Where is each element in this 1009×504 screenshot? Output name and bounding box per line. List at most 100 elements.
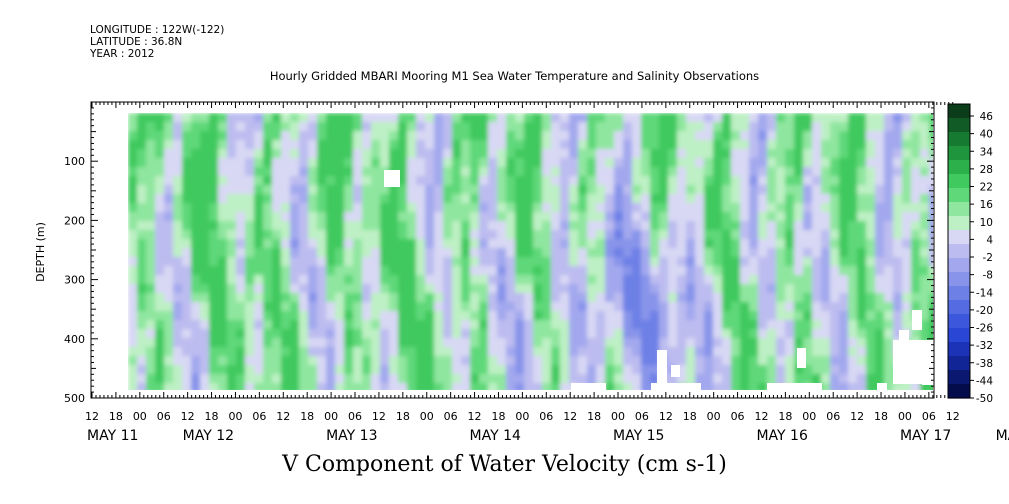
x-tick-label: 00 <box>707 410 721 423</box>
colorbar-label: -14 <box>976 287 993 299</box>
y-tick-label: 100 <box>64 155 85 168</box>
colorbar-swatch <box>948 118 970 133</box>
x-day-label: MAY 14 <box>470 428 521 444</box>
x-tick-label: 18 <box>491 410 505 423</box>
x-tick-label: 12 <box>563 410 577 423</box>
x-tick-label: 12 <box>276 410 290 423</box>
x-tick-label: 00 <box>515 410 529 423</box>
gap-cell <box>671 365 680 377</box>
latitude-label: LATITUDE : 36.8N <box>90 36 183 48</box>
colorbar-swatch <box>948 132 970 147</box>
colorbar-swatch <box>948 216 970 231</box>
colorbar-swatch <box>948 356 970 371</box>
colorbar-label: -20 <box>976 305 993 317</box>
year-label: YEAR : 2012 <box>90 48 155 60</box>
colorbar-swatch <box>948 342 970 357</box>
x-tick-label: 12 <box>754 410 768 423</box>
x-day-label: MAY 13 <box>326 428 377 444</box>
x-tick-label: 12 <box>659 410 673 423</box>
x-day-label: MAY 18 <box>996 428 1009 444</box>
x-tick-label: 12 <box>946 410 960 423</box>
gap-cell <box>384 170 400 187</box>
longitude-label: LONGITUDE : 122W(-122) <box>90 24 225 36</box>
y-tick-label: 400 <box>64 333 85 346</box>
x-tick-label: 06 <box>539 410 553 423</box>
gap-cell <box>899 330 909 342</box>
x-tick-label: 00 <box>802 410 816 423</box>
colorbar-swatch <box>948 146 970 161</box>
gap-cell <box>571 383 606 391</box>
colorbar-label: -8 <box>983 270 993 282</box>
colorbar-label: 28 <box>980 164 993 176</box>
colorbar-swatch <box>948 174 970 189</box>
x-tick-label: 18 <box>300 410 314 423</box>
y-tick-label: 300 <box>64 274 85 287</box>
x-tick-label: 06 <box>252 410 266 423</box>
colorbar-swatch <box>948 272 970 287</box>
heatmap-field <box>128 113 933 390</box>
colorbar-label: 40 <box>980 129 993 141</box>
x-tick-label: 06 <box>444 410 458 423</box>
x-tick-label: 18 <box>109 410 123 423</box>
x-day-label: MAY 15 <box>613 428 664 444</box>
colorbar-swatch <box>948 258 970 273</box>
colorbar-frame <box>947 103 971 399</box>
x-tick-label: 00 <box>133 410 147 423</box>
colorbar: 46 40 34 28 22 16 10 4 -2 -8 -14 -20 -26 -32 -38 -44 -50 <box>947 103 994 405</box>
gap-cell <box>651 383 701 391</box>
gap-cell <box>657 350 667 385</box>
x-tick-label: 18 <box>683 410 697 423</box>
colorbar-label: 46 <box>980 111 994 123</box>
y-tick-label: 500 <box>64 392 85 405</box>
colorbar-swatch <box>948 202 970 217</box>
colorbar-label: 10 <box>980 217 993 229</box>
x-tick-label: 06 <box>348 410 362 423</box>
x-day-label: MAY 12 <box>183 428 234 444</box>
colorbar-swatch <box>948 230 970 245</box>
gap-cell <box>797 348 806 368</box>
colorbar-label: 22 <box>980 182 993 194</box>
colorbar-swatch <box>948 384 970 399</box>
colorbar-swatch <box>948 300 970 315</box>
colorbar-label: -32 <box>976 340 993 352</box>
colorbar-swatch <box>948 328 970 343</box>
x-tick-label: 12 <box>372 410 386 423</box>
colorbar-swatch <box>948 370 970 385</box>
y-tick-label: 200 <box>64 214 85 227</box>
x-tick-label: 12 <box>181 410 195 423</box>
x-day-label: MAY 11 <box>87 428 138 444</box>
x-day-label: MAY 16 <box>756 428 807 444</box>
gap-cell <box>912 310 922 330</box>
gap-cell <box>922 355 933 385</box>
x-tick-label: 18 <box>874 410 888 423</box>
colorbar-label: 16 <box>980 199 994 211</box>
gap-cell <box>877 383 887 391</box>
colorbar-label: -50 <box>976 393 993 405</box>
x-tick-label: 06 <box>826 410 840 423</box>
colorbar-swatch <box>948 286 970 301</box>
x-tick-label: 00 <box>324 410 338 423</box>
x-tick-label: 00 <box>420 410 434 423</box>
missing-data-gaps <box>384 170 933 391</box>
x-tick-label: 00 <box>611 410 625 423</box>
colorbar-swatch <box>948 314 970 329</box>
x-tick-label: 12 <box>468 410 482 423</box>
colorbar-swatch <box>948 160 970 175</box>
x-tick-label: 18 <box>396 410 410 423</box>
x-day-label: MAY 17 <box>900 428 951 444</box>
x-tick-label: 12 <box>850 410 864 423</box>
x-tick-label: 06 <box>922 410 936 423</box>
colorbar-swatch <box>948 104 970 119</box>
x-tick-label: 06 <box>157 410 171 423</box>
colorbar-swatch <box>948 188 970 203</box>
colorbar-label: -2 <box>983 252 993 264</box>
x-axis: 12 18 00 06 12 18 00 06 12 18 00 06 12 18 00 06 12 18 00 06… <box>85 102 1009 444</box>
x-tick-label: 06 <box>731 410 745 423</box>
colorbar-label: -44 <box>976 375 993 387</box>
x-tick-label: 00 <box>228 410 242 423</box>
colorbar-swatch <box>948 244 970 259</box>
colorbar-label: 4 <box>986 234 993 246</box>
x-tick-label: 00 <box>898 410 912 423</box>
chart-title: Hourly Gridded MBARI Mooring M1 Sea Wate… <box>269 69 760 83</box>
